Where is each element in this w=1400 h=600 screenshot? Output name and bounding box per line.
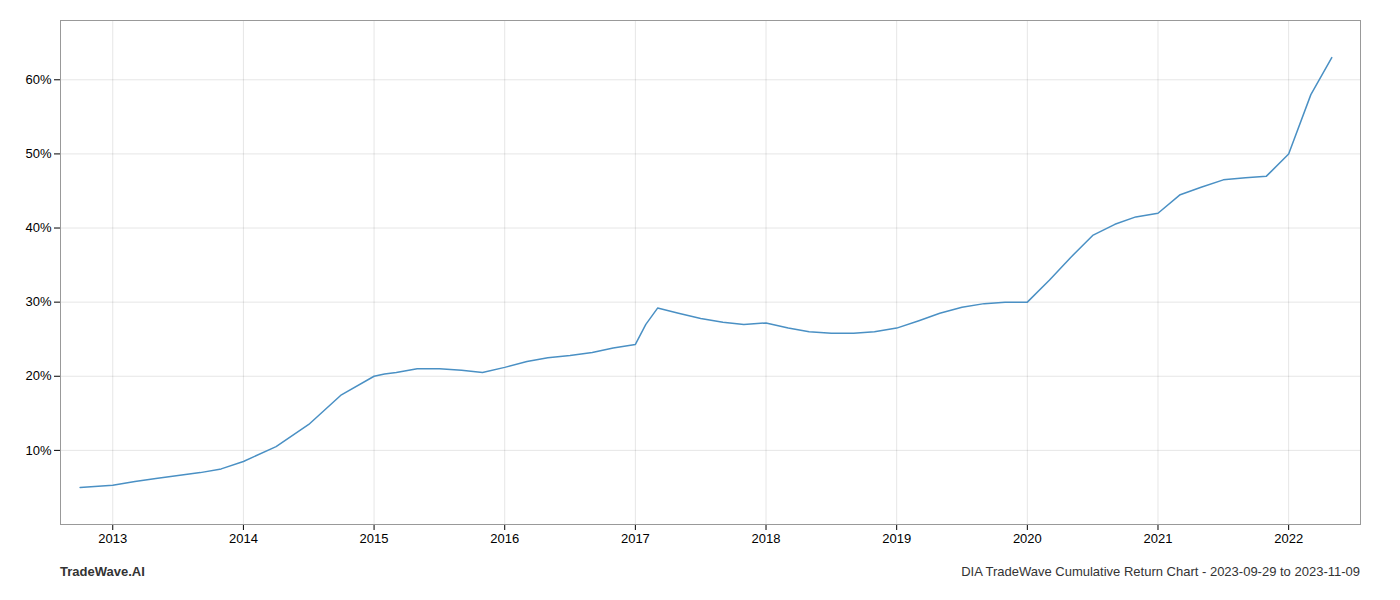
svg-text:30%: 30%	[25, 294, 51, 309]
svg-text:40%: 40%	[25, 220, 51, 235]
svg-text:10%: 10%	[25, 443, 51, 458]
svg-text:60%: 60%	[25, 72, 51, 87]
svg-text:2021: 2021	[1144, 531, 1173, 546]
svg-text:2017: 2017	[621, 531, 650, 546]
svg-text:2018: 2018	[752, 531, 781, 546]
svg-text:2019: 2019	[882, 531, 911, 546]
svg-text:2022: 2022	[1274, 531, 1303, 546]
svg-text:2016: 2016	[490, 531, 519, 546]
html-text:TradeWave.AI: TradeWave.AI	[60, 564, 145, 579]
svg-text:2014: 2014	[229, 531, 258, 546]
svg-text:2020: 2020	[1013, 531, 1042, 546]
svg-text:50%: 50%	[25, 146, 51, 161]
svg-text:2015: 2015	[360, 531, 389, 546]
html-text:DIA TradeWave Cumulative Retur: DIA TradeWave Cumulative Return Chart - …	[961, 564, 1360, 579]
svg-text:20%: 20%	[25, 368, 51, 383]
svg-text:2013: 2013	[98, 531, 127, 546]
